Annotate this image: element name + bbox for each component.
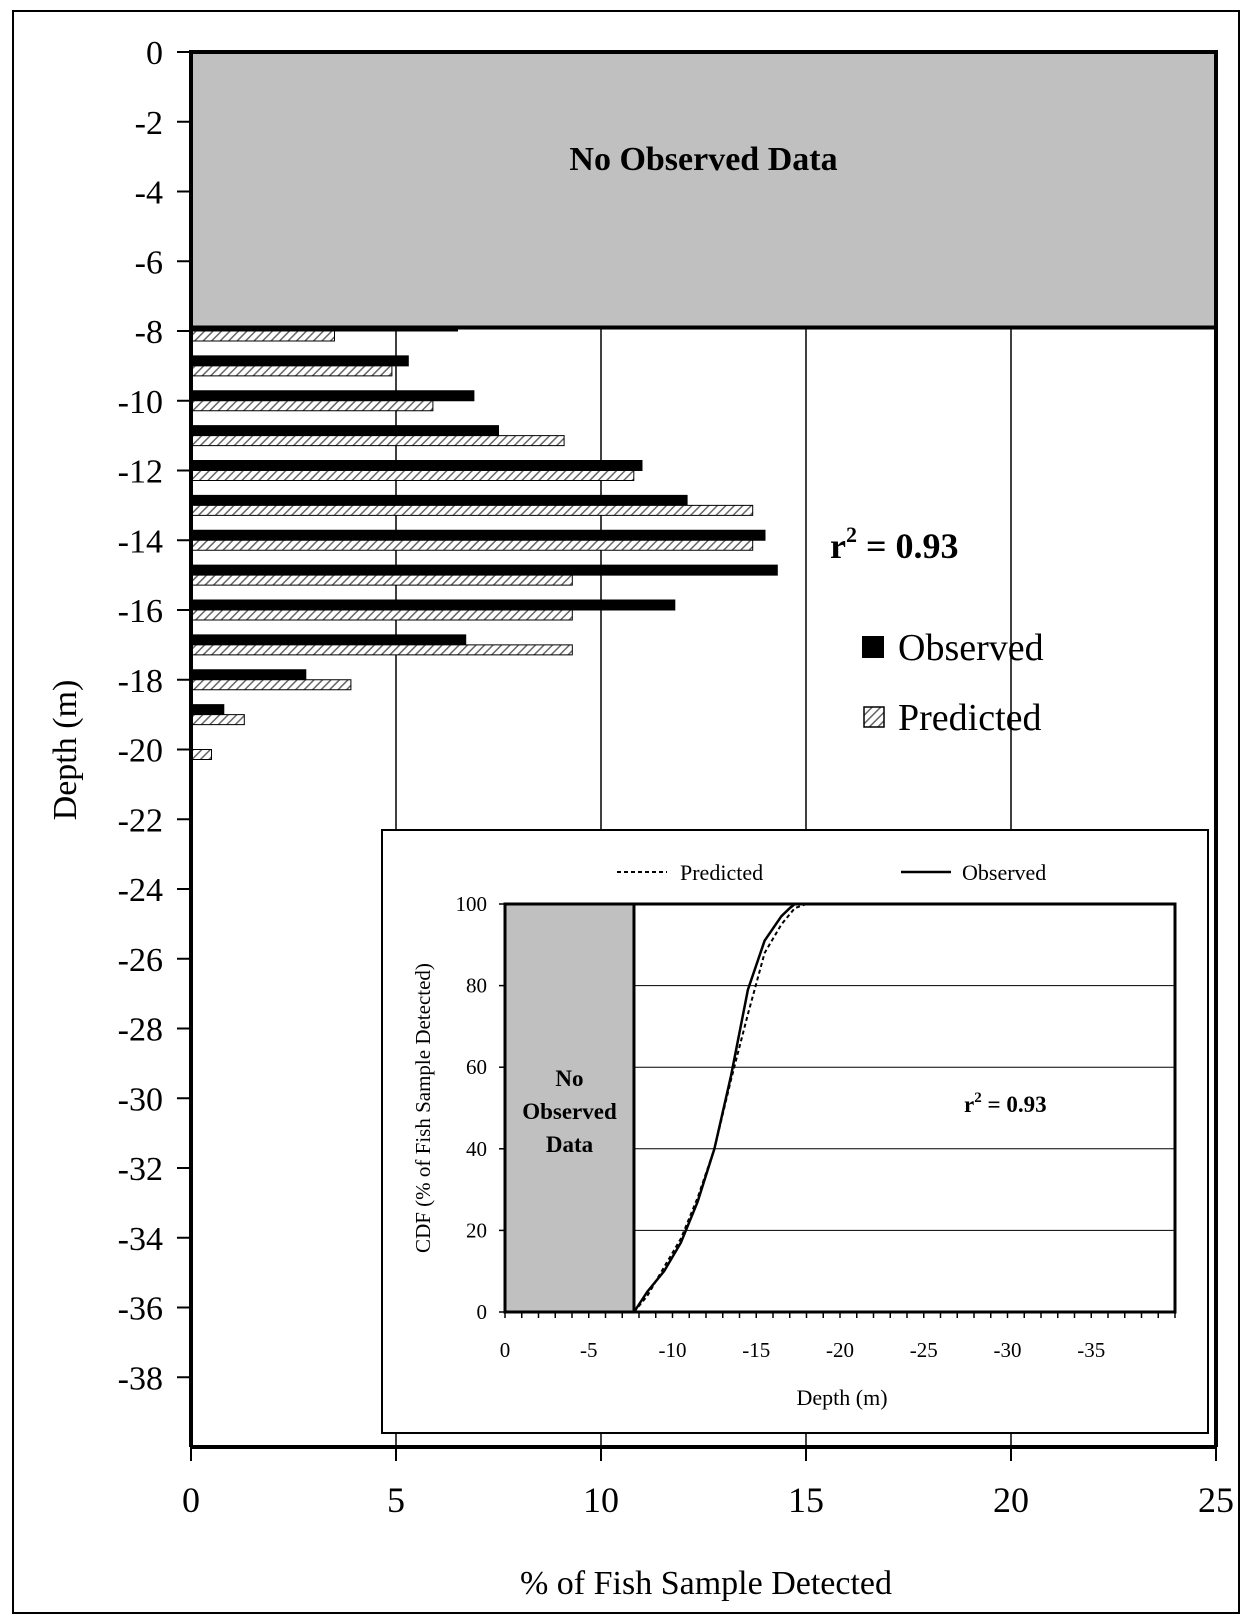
bar-observed-5	[190, 494, 688, 506]
bar-observed-11	[190, 704, 225, 716]
inset-x-tick-label: -30	[994, 1338, 1022, 1362]
x-axis-label: % of Fish Sample Detected	[520, 1565, 892, 1602]
inset-x-tick-label: -5	[580, 1338, 598, 1362]
y-tick-label: -2	[135, 105, 163, 142]
legend-predicted-label: Predicted	[898, 697, 1042, 739]
inset-no-data-label: No	[555, 1066, 583, 1091]
inset-no-data-label: Data	[546, 1132, 594, 1157]
y-tick-label: -14	[118, 523, 163, 560]
bar-predicted-2	[190, 400, 434, 412]
y-tick-label: 0	[146, 35, 163, 72]
inset-r-squared-annotation: r2 = 0.93	[964, 1090, 1047, 1117]
bar-predicted-5	[190, 504, 754, 516]
y-tick-label: -10	[118, 384, 163, 421]
bar-predicted-7	[190, 574, 573, 586]
y-tick-label: -16	[118, 593, 163, 630]
y-axis-label: Depth (m)	[47, 680, 84, 821]
bar-observed-10	[190, 669, 307, 681]
inset-y-tick-label: 20	[466, 1218, 487, 1242]
inset-y-tick-label: 60	[466, 1055, 487, 1079]
legend-observed-swatch	[862, 636, 884, 658]
y-tick-label: -32	[118, 1151, 163, 1188]
inset-x-tick-label: -35	[1077, 1338, 1105, 1362]
y-tick-label: -12	[118, 454, 163, 491]
x-tick-label: 25	[1198, 1480, 1234, 1520]
y-tick-label: -6	[135, 244, 163, 281]
inset-x-tick-label: 0	[500, 1338, 511, 1362]
r-squared-annotation: r2 = 0.93	[830, 522, 959, 566]
y-tick-label: -36	[118, 1291, 163, 1328]
bar-predicted-11	[190, 714, 245, 726]
x-tick-label: 5	[387, 1480, 405, 1520]
bar-observed-7	[190, 564, 778, 576]
bar-predicted-3	[190, 435, 565, 447]
x-tick-label: 20	[993, 1480, 1029, 1520]
inset-no-data-label: Observed	[522, 1099, 617, 1124]
inset-y-tick-label: 0	[477, 1300, 488, 1324]
inset-x-tick-label: -15	[742, 1338, 770, 1362]
bar-observed-8	[190, 599, 676, 611]
y-tick-label: -30	[118, 1081, 163, 1118]
bar-predicted-8	[190, 609, 573, 621]
inset-chart: No Observed Data 0 -5 -10 -15 -20 -25 -30 -35 0 20 40…	[381, 829, 1209, 1434]
inset-legend-predicted-label: Predicted	[680, 860, 763, 885]
legend: Observed Predicted	[862, 627, 1044, 739]
inset-x-axis-label: Depth (m)	[796, 1385, 887, 1410]
main-ticks: 0 -2 -4 -6 -8 -10 -12 -14 -16 -18 -20 -22 -24 -26 -28 -…	[118, 35, 1234, 1520]
bar-observed-3	[190, 425, 499, 437]
bar-predicted-10	[190, 679, 352, 691]
no-data-region	[189, 50, 1218, 330]
bar-predicted-1	[190, 365, 393, 377]
y-tick-label: -26	[118, 942, 163, 979]
bar-observed-9	[190, 634, 467, 646]
main-bars	[190, 320, 778, 760]
y-tick-label: -4	[135, 175, 163, 212]
bar-predicted-12	[190, 749, 212, 760]
y-tick-label: -24	[118, 872, 163, 909]
bar-predicted-0	[190, 330, 335, 342]
inset-x-tick-label: -25	[910, 1338, 938, 1362]
bar-predicted-9	[190, 644, 573, 656]
y-tick-label: -28	[118, 1012, 163, 1049]
y-tick-label: -8	[135, 314, 163, 351]
legend-observed-label: Observed	[898, 627, 1044, 669]
bar-observed-1	[190, 355, 409, 367]
inset-y-tick-label: 80	[466, 974, 487, 998]
y-tick-label: -38	[118, 1360, 163, 1397]
inset-x-tick-label: -20	[826, 1338, 854, 1362]
inset-line-observed	[632, 903, 796, 1313]
inset-y-tick-label: 100	[456, 892, 488, 916]
y-tick-label: -18	[118, 663, 163, 700]
bar-observed-6	[190, 529, 766, 541]
y-tick-label: -22	[118, 802, 163, 839]
x-tick-label: 0	[182, 1480, 200, 1520]
inset-y-axis-label: CDF (% of Fish Sample Detected)	[411, 963, 435, 1253]
bar-predicted-4	[190, 470, 635, 481]
x-tick-label: 15	[788, 1480, 824, 1520]
inset-x-tick-label: -10	[659, 1338, 687, 1362]
bar-observed-2	[190, 390, 475, 402]
bar-predicted-6	[190, 539, 754, 551]
legend-predicted-swatch	[863, 706, 885, 728]
inset-no-data-region	[503, 902, 636, 1314]
bar-observed-4	[190, 460, 643, 471]
inset-y-tick-label: 40	[466, 1137, 487, 1161]
y-tick-label: -20	[118, 733, 163, 770]
x-tick-label: 10	[583, 1480, 619, 1520]
inset-legend-observed-label: Observed	[962, 860, 1046, 885]
no-data-label: No Observed Data	[569, 141, 837, 178]
y-tick-label: -34	[118, 1221, 163, 1258]
